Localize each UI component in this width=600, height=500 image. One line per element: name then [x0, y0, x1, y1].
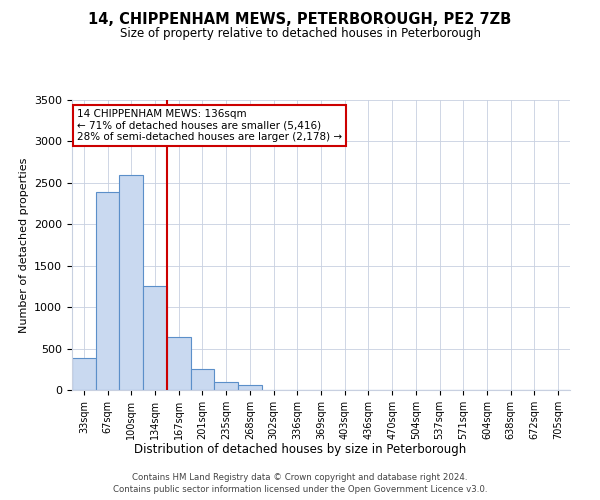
Y-axis label: Number of detached properties: Number of detached properties — [19, 158, 29, 332]
Bar — [191, 369, 214, 390]
Text: Size of property relative to detached houses in Peterborough: Size of property relative to detached ho… — [119, 28, 481, 40]
Text: 14, CHIPPENHAM MEWS, PETERBOROUGH, PE2 7ZB: 14, CHIPPENHAM MEWS, PETERBOROUGH, PE2 7… — [88, 12, 512, 28]
Text: 14 CHIPPENHAM MEWS: 136sqm
← 71% of detached houses are smaller (5,416)
28% of s: 14 CHIPPENHAM MEWS: 136sqm ← 71% of deta… — [77, 108, 342, 142]
Bar — [167, 337, 191, 390]
Text: Contains HM Land Registry data © Crown copyright and database right 2024.: Contains HM Land Registry data © Crown c… — [132, 472, 468, 482]
Bar — [238, 386, 262, 390]
Bar — [143, 286, 167, 390]
Bar — [96, 192, 119, 390]
Text: Contains public sector information licensed under the Open Government Licence v3: Contains public sector information licen… — [113, 485, 487, 494]
Text: Distribution of detached houses by size in Peterborough: Distribution of detached houses by size … — [134, 442, 466, 456]
Bar — [214, 382, 238, 390]
Bar — [119, 174, 143, 390]
Bar — [72, 358, 96, 390]
